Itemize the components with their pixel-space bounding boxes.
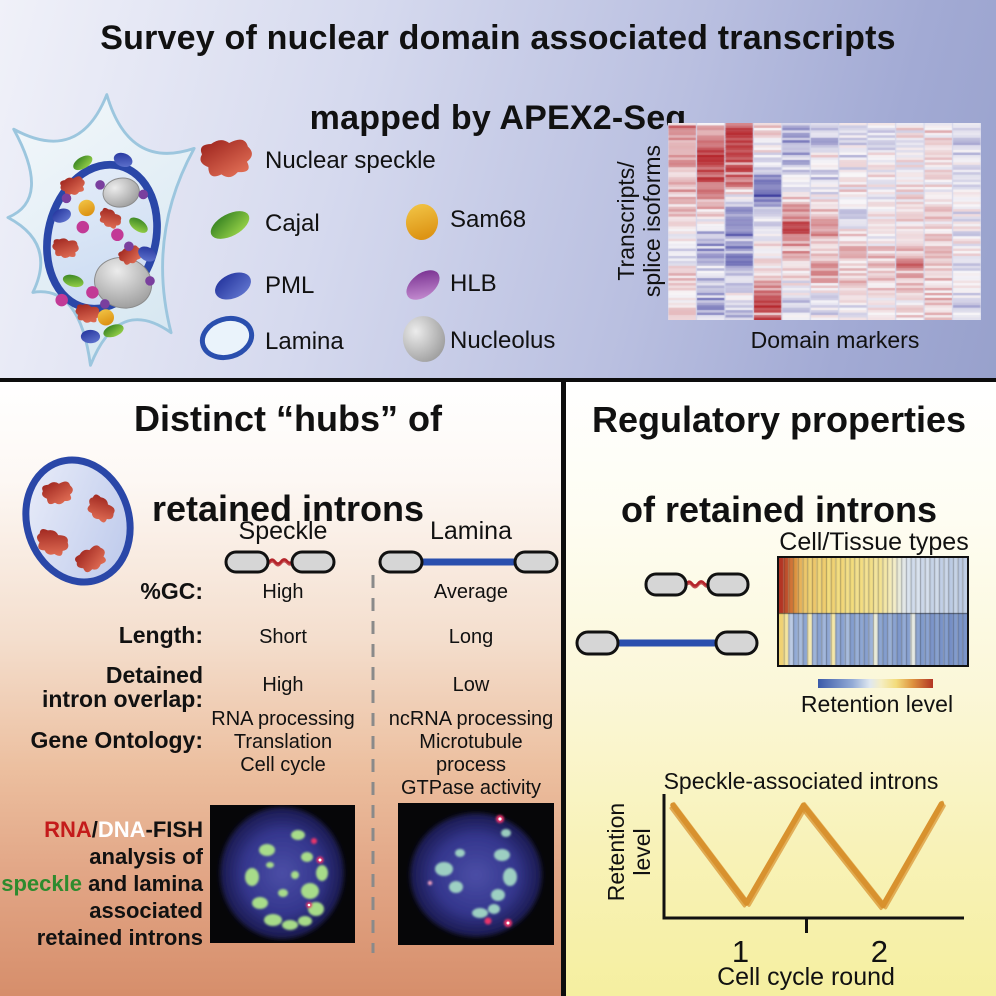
fish-signal-white	[318, 858, 322, 862]
exon-box	[714, 630, 759, 656]
dashed-column-divider	[371, 575, 375, 953]
page-title: Survey of nuclear domain associated tran…	[0, 18, 996, 138]
detained-speckle-value: High	[262, 674, 304, 696]
speckle-intron-diagram	[224, 550, 336, 574]
fish-caption-line: analysis of	[89, 844, 203, 869]
length-speckle-value: Short	[259, 626, 307, 648]
cell-cycle-chart: 1 2 Cell cycle round	[662, 794, 964, 990]
speckle-intron-diagram	[644, 572, 750, 597]
domain-heatmap	[668, 123, 981, 320]
colorbar-label: Retention level	[800, 691, 954, 717]
chart-xlabel: Cell cycle round	[717, 963, 895, 990]
retention-zigzag-line	[669, 800, 946, 911]
hubs-panel-title: Distinct “hubs” of retained introns	[88, 396, 488, 531]
cajal-blobs	[62, 155, 148, 338]
yellow-dots	[78, 199, 114, 326]
pml-blobs	[52, 152, 157, 344]
nucleus-speckles-illustration	[22, 456, 134, 586]
retained-intron-red	[268, 558, 294, 565]
fish-image-lamina	[398, 803, 554, 945]
legend-label-sam68: Sam68	[450, 206, 527, 233]
exon-box	[290, 550, 336, 574]
fish-caption-line: retained introns	[36, 925, 203, 950]
exon-box	[378, 550, 424, 574]
panel-regulatory-background	[566, 382, 996, 996]
speckle-signals-green	[245, 830, 328, 930]
x-tick-1: 1	[732, 934, 749, 969]
exon-box	[224, 550, 270, 574]
page-title-line1: Survey of nuclear domain associated tran…	[100, 19, 896, 57]
row-label-gene-ontology: Gene Ontology:	[30, 727, 204, 753]
fish-caption-line: associated	[89, 898, 203, 923]
nuclear-speckle-icon	[198, 135, 255, 181]
vertical-divider	[561, 382, 566, 996]
legend-label-nucleolus: Nucleolus	[450, 327, 556, 354]
tissue-heatmap-title: Cell/Tissue types	[779, 528, 969, 556]
legend-label-pml: PML	[265, 272, 315, 299]
speckle-column-header: Speckle	[238, 517, 328, 545]
detained-lamina-value: Low	[452, 674, 490, 696]
exon-box	[575, 630, 620, 656]
exon-box	[706, 572, 750, 597]
hlb-icon	[406, 270, 440, 300]
lamina-icon	[199, 315, 255, 361]
hlb-dots	[61, 180, 155, 309]
lamina-intron-diagram	[378, 550, 559, 574]
cell-illustration	[6, 93, 196, 367]
go-speckle-list: RNA processing Translation Cell cycle	[211, 708, 355, 776]
legend-label-lamina: Lamina	[265, 328, 344, 355]
cajal-icon	[210, 211, 250, 239]
fish-caption: RNA/DNA-FISH analysis of speckle and lamin…	[0, 816, 203, 951]
domain-heatmap-xlabel: Domain markers	[750, 327, 920, 353]
x-tick-2: 2	[871, 934, 888, 969]
regulatory-title-line1: Regulatory properties	[591, 399, 967, 440]
retention-colorbar	[818, 679, 933, 688]
row-label-detained: Detained intron overlap:	[41, 662, 203, 712]
length-lamina-value: Long	[448, 626, 494, 648]
lamina-intron-diagram	[575, 630, 759, 656]
gc-speckle-value: High	[262, 581, 304, 603]
legend-label-hlb: HLB	[450, 270, 497, 297]
fish-signal-white	[307, 903, 311, 907]
pml-icon	[215, 272, 251, 300]
fish-caption-line: RNA/DNA-FISH	[44, 817, 203, 842]
sam68-icon	[405, 204, 439, 240]
row-label-length: Length:	[118, 622, 203, 648]
legend-label-nuclear-speckle: Nuclear speckle	[265, 147, 436, 174]
hubs-title-line2: retained introns	[151, 488, 425, 529]
gc-lamina-value: Average	[433, 581, 509, 603]
horizontal-divider	[0, 378, 996, 382]
fish-caption-line: speckle and lamina	[1, 871, 203, 896]
lamina-column-header: Lamina	[430, 517, 512, 545]
chart-title: Speckle-associated introns	[663, 768, 939, 794]
sam68-dots	[55, 220, 124, 307]
fish-image-speckle	[210, 805, 355, 943]
hubs-title-line1: Distinct “hubs” of	[134, 398, 442, 439]
exon-box	[644, 572, 688, 597]
nucleolus-icon	[402, 316, 446, 362]
fish-signal-white	[498, 817, 502, 821]
domain-heatmap-ylabel: Transcripts/ splice isoforms	[613, 144, 665, 298]
regulatory-panel-title: Regulatory properties of retained intron…	[572, 397, 986, 532]
row-label-gc: %GC:	[140, 578, 203, 604]
fish-signals-red	[427, 815, 512, 927]
exon-box	[513, 550, 559, 574]
go-lamina-list: ncRNA processing Microtubule process GTP…	[388, 708, 554, 799]
tissue-heatmap	[777, 556, 969, 667]
legend-label-cajal: Cajal	[265, 210, 320, 237]
page-title-line2: mapped by APEX2-Seq	[309, 99, 687, 137]
fish-signal-white	[506, 921, 510, 925]
regulatory-title-line2: of retained introns	[620, 489, 938, 530]
speckle-signals-green	[435, 829, 517, 918]
